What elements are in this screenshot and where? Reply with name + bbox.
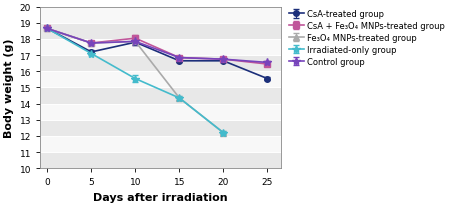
Bar — [40, 56, 280, 72]
Bar — [40, 88, 280, 104]
Y-axis label: Body weight (g): Body weight (g) — [4, 39, 14, 138]
Bar — [40, 104, 280, 120]
Bar — [40, 152, 280, 169]
Legend: CsA-treated group, CsA + Fe₃O₄ MNPs-treated group, Fe₃O₄ MNPs-treated group, Irr: CsA-treated group, CsA + Fe₃O₄ MNPs-trea… — [286, 9, 446, 68]
X-axis label: Days after irradiation: Days after irradiation — [93, 192, 227, 202]
Bar — [40, 120, 280, 136]
Bar — [40, 8, 280, 24]
Bar — [40, 40, 280, 56]
Bar — [40, 72, 280, 88]
Bar — [40, 136, 280, 152]
Bar — [40, 24, 280, 40]
